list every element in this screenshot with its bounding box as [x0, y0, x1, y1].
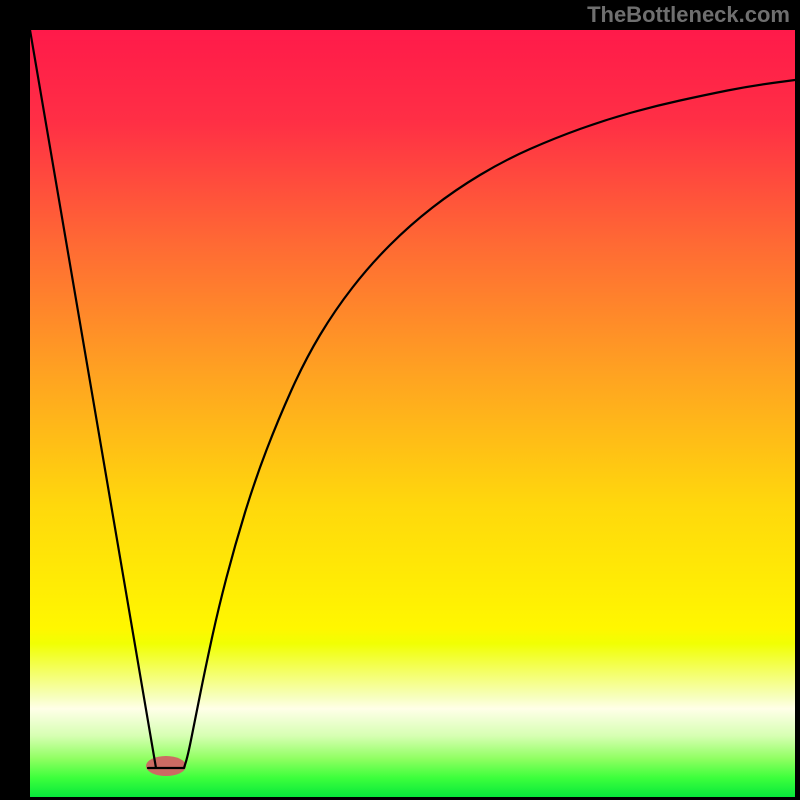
dip-marker — [146, 756, 186, 776]
bottleneck-chart — [0, 0, 800, 800]
watermark-text: TheBottleneck.com — [587, 2, 790, 28]
chart-container: { "watermark": "TheBottleneck.com", "plo… — [0, 0, 800, 800]
gradient-background — [30, 30, 795, 797]
